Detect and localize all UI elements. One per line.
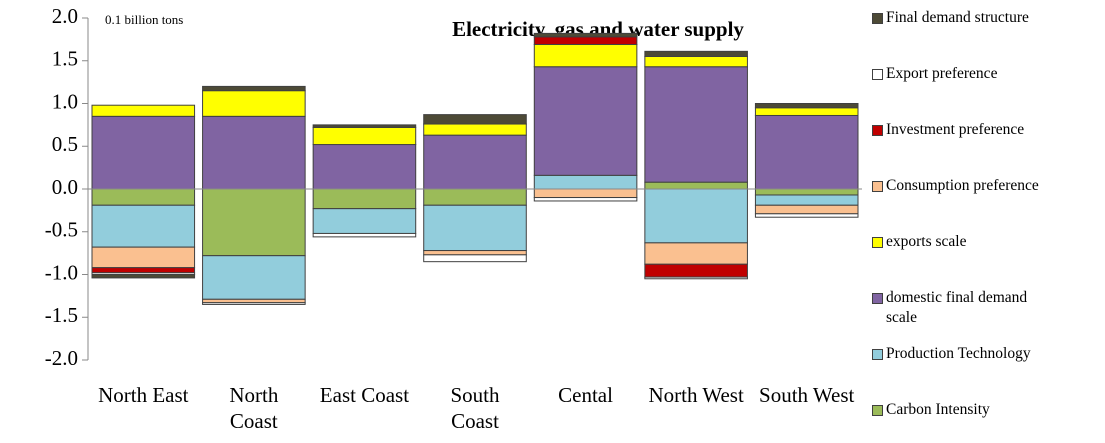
bar-segment [533, 32, 638, 38]
y-tick-label: 0.0 [52, 175, 78, 199]
bar-segment [312, 144, 417, 190]
bar-segment [754, 103, 859, 109]
bar-segment [644, 50, 748, 57]
y-tick-label: -2.0 [45, 346, 78, 370]
bar-segment [423, 204, 527, 252]
legend-label: domestic final demand scale [886, 289, 1028, 326]
legend-swatch [872, 405, 883, 416]
legend-label: Investment preference [886, 121, 1025, 138]
legend-entry: Export preference [872, 64, 1105, 84]
bar-segment [202, 298, 306, 304]
bar-segment [644, 188, 748, 244]
legend-entry: exports scale [872, 232, 1105, 252]
legend-swatch [872, 237, 883, 248]
bar-segment [91, 104, 196, 117]
y-tick-label: 2.0 [52, 4, 78, 28]
legend-label: Carbon Intensity [886, 401, 990, 418]
legend-swatch [872, 349, 883, 360]
bar-segment [91, 204, 196, 248]
bar-segment [423, 134, 527, 190]
bar-segment [202, 90, 306, 117]
bar-segment [644, 263, 748, 278]
bar-segment [91, 267, 196, 274]
bar-segment [312, 126, 417, 146]
bar-segment [644, 181, 748, 190]
x-tick-label: Cental [558, 383, 613, 407]
bar-segment [202, 188, 306, 257]
legend-label: exports scale [886, 233, 967, 250]
y-tick-label: -1.5 [45, 303, 78, 327]
bar-segment [423, 188, 527, 206]
bar-segment [202, 115, 306, 190]
bar-segment [312, 188, 417, 210]
legend-swatch [872, 293, 883, 304]
bar-segment [754, 213, 859, 218]
bar-segment [312, 232, 417, 238]
bar-segment [91, 188, 196, 206]
legend-swatch [872, 125, 883, 136]
bar-segment [533, 174, 638, 190]
bar-segment [754, 114, 859, 190]
y-tick-label: -0.5 [45, 218, 78, 242]
bar-segment [423, 254, 527, 263]
bar-segment [533, 36, 638, 46]
bar-segment [423, 123, 527, 136]
bar-segment [644, 276, 748, 280]
legend-label: Final demand structure [886, 9, 1029, 26]
bar-segment [423, 114, 527, 125]
legend-swatch [872, 69, 883, 80]
bar-segment [533, 66, 638, 176]
bar-segment [533, 44, 638, 68]
bar-segment [644, 242, 748, 265]
bar-segment [644, 55, 748, 68]
legend-label: Production Technology [886, 345, 1031, 362]
legend-entry: Consumption preference [872, 176, 1105, 196]
bar-segment [533, 197, 638, 202]
bar-segment [202, 255, 306, 300]
legend-entry: domestic final demand scale [872, 288, 1061, 328]
unit-annotation: 0.1 billion tons [105, 12, 183, 27]
legend-label: Consumption preference [886, 177, 1039, 194]
legend-label: Export preference [886, 65, 998, 82]
bar-segment [754, 194, 859, 206]
bar-segment [754, 188, 859, 196]
bar-segment [533, 188, 638, 199]
legend-swatch [872, 181, 883, 192]
y-tick-label: 0.5 [52, 132, 78, 156]
bar-segment [754, 107, 859, 116]
bar-segment [312, 208, 417, 234]
bar-segment [423, 250, 527, 256]
x-tick-label: North East [98, 383, 189, 407]
y-tick-label: -1.0 [45, 260, 78, 284]
x-tick-label: North Coast [229, 383, 279, 433]
bar-segment [312, 124, 417, 128]
bar-segment [91, 115, 196, 190]
y-tick-label: 1.5 [52, 47, 78, 71]
bar-segment [202, 85, 306, 92]
legend-entry: Production Technology [872, 344, 1105, 364]
y-tick-label: 1.0 [52, 89, 78, 113]
legend-entry: Final demand structure [872, 8, 1105, 28]
bar-segment [202, 302, 306, 305]
x-tick-label: South West [759, 383, 855, 407]
bar-segment [91, 246, 196, 269]
bar-segment [91, 274, 196, 279]
x-tick-label: South Coast [450, 383, 500, 433]
legend-entry: Carbon Intensity [872, 400, 1105, 420]
bar-segment [644, 66, 748, 183]
legend-swatch [872, 13, 883, 24]
legend-entry: Investment preference [872, 120, 1105, 140]
x-tick-label: North West [648, 383, 744, 407]
bar-segment [754, 204, 859, 215]
x-tick-label: East Coast [319, 383, 410, 407]
